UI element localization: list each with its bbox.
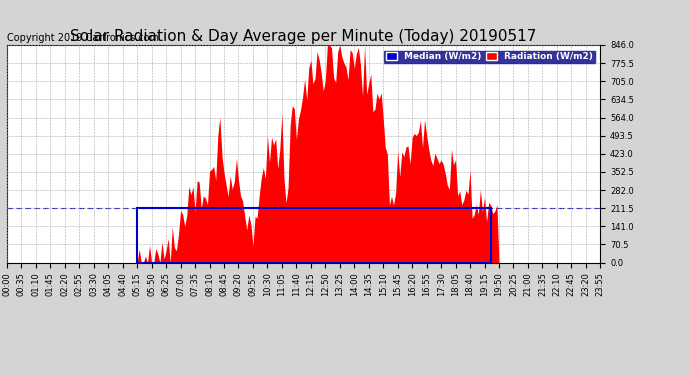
Bar (137, 208, 491, 262)
Title: Solar Radiation & Day Average per Minute (Today) 20190517: Solar Radiation & Day Average per Minute… (70, 29, 537, 44)
Text: Copyright 2019 Cartronics.com: Copyright 2019 Cartronics.com (7, 33, 159, 43)
Legend: Median (W/m2), Radiation (W/m2): Median (W/m2), Radiation (W/m2) (384, 50, 595, 64)
